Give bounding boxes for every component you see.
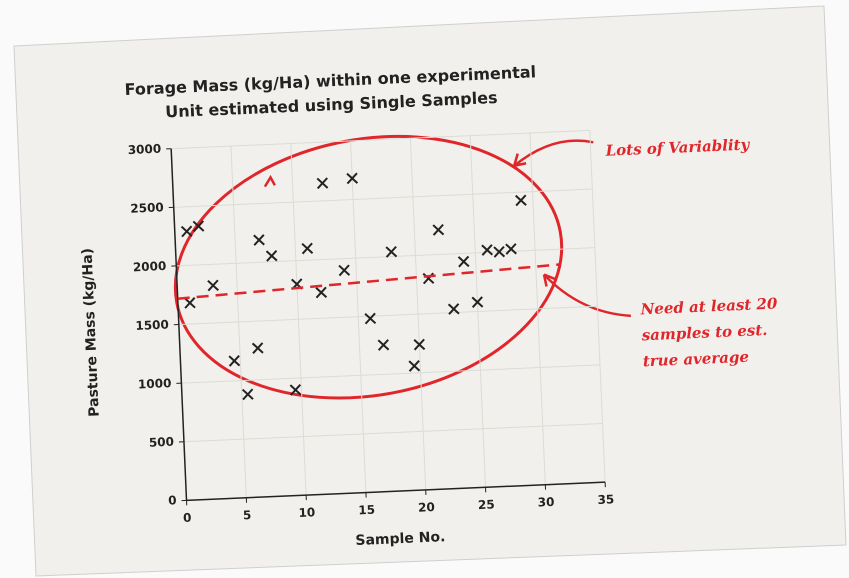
chart: Forage Mass (kg/Ha) within one experimen…: [0, 0, 849, 578]
x-tick-label: 0: [183, 511, 192, 525]
y-tick-label: 3000: [127, 142, 161, 157]
y-tick-label: 1000: [138, 376, 172, 391]
y-tick-label: 0: [168, 493, 177, 507]
x-tick-label: 5: [243, 508, 252, 522]
x-tick-label: 25: [478, 497, 495, 512]
y-tick-label: 2500: [130, 200, 164, 215]
x-tick-label: 20: [418, 500, 435, 515]
y-tick-label: 500: [149, 435, 175, 450]
x-tick-label: 35: [597, 492, 614, 507]
x-tick-label: 10: [298, 505, 315, 520]
x-tick-label: 30: [537, 495, 554, 510]
x-tick-label: 15: [358, 503, 375, 518]
y-tick-label: 2000: [133, 259, 167, 274]
y-tick-label: 1500: [135, 317, 169, 332]
